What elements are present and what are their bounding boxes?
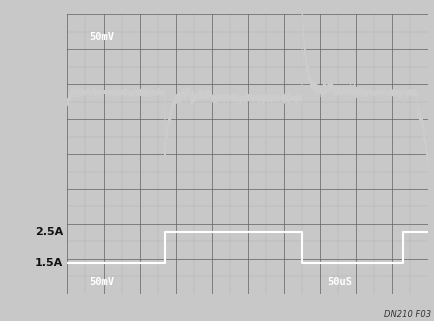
Text: 2.5A: 2.5A <box>35 227 63 237</box>
Text: 50mV: 50mV <box>89 277 114 287</box>
Text: DN210 F03: DN210 F03 <box>383 310 430 319</box>
Text: 1.5A: 1.5A <box>35 258 63 268</box>
Text: 50mV: 50mV <box>89 31 114 42</box>
Text: 50uS: 50uS <box>327 277 352 287</box>
